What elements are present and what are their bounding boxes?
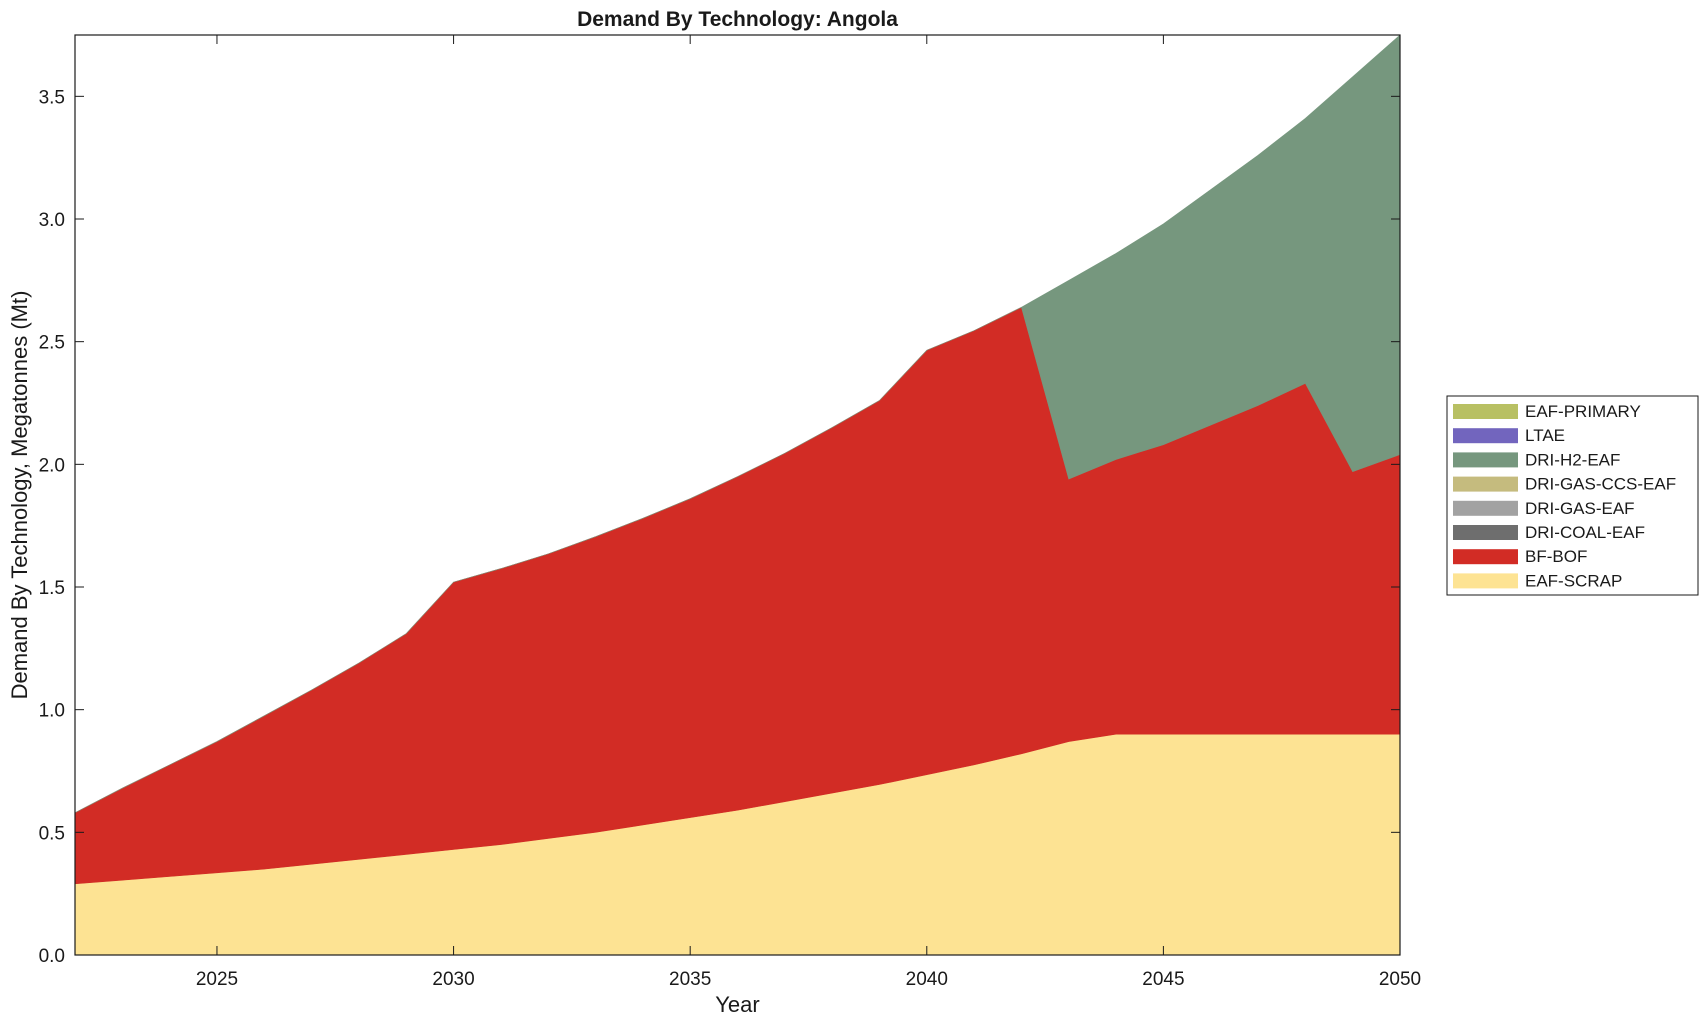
legend: EAF-PRIMARY LTAE DRI-H2-EAF DRI-GAS-CCS-EAF… bbox=[1446, 395, 1699, 596]
legend-swatch bbox=[1453, 404, 1518, 419]
legend-swatch bbox=[1453, 525, 1518, 540]
legend-item-dri-gas-ccs-eaf: DRI-GAS-CCS-EAF bbox=[1453, 475, 1676, 494]
ticks-layer: 2025 2030 2035 2040 2045 2050 0.0 0.5 1.0 1.5 2.0 2… bbox=[39, 35, 1421, 990]
x-tick-label: 2045 bbox=[1142, 969, 1184, 990]
legend-label: LTAE bbox=[1525, 426, 1565, 445]
chart-title: Demand By Technology: Angola bbox=[577, 8, 898, 31]
legend-item-bf-bof: BF-BOF bbox=[1453, 547, 1587, 566]
legend-label: DRI-GAS-EAF bbox=[1525, 499, 1635, 518]
legend-item-dri-coal-eaf: DRI-COAL-EAF bbox=[1453, 523, 1645, 542]
y-tick-label: 1.5 bbox=[39, 578, 65, 599]
x-tick-label: 2030 bbox=[432, 969, 474, 990]
y-tick-label: 2.0 bbox=[39, 455, 65, 476]
legend-swatch bbox=[1453, 476, 1518, 492]
y-tick-label: 2.5 bbox=[39, 333, 65, 354]
legend-swatch bbox=[1453, 500, 1518, 516]
y-tick-label: 3.5 bbox=[39, 87, 65, 108]
legend-item-dri-gas-eaf: DRI-GAS-EAF bbox=[1453, 499, 1635, 518]
legend-swatch bbox=[1453, 428, 1518, 444]
legend-label: DRI-H2-EAF bbox=[1525, 450, 1620, 469]
legend-item-eaf-primary: EAF-PRIMARY bbox=[1453, 402, 1641, 421]
y-tick-label: 0.0 bbox=[39, 946, 65, 967]
legend-label: EAF-PRIMARY bbox=[1525, 402, 1641, 421]
x-axis-title: Year bbox=[715, 992, 759, 1017]
x-tick-label: 2025 bbox=[196, 969, 238, 990]
legend-label: EAF-SCRAP bbox=[1525, 571, 1622, 590]
y-axis-title: Demand By Technology, Megatonnes (Mt) bbox=[7, 291, 32, 700]
legend-label: BF-BOF bbox=[1525, 547, 1587, 566]
legend-swatch bbox=[1453, 452, 1518, 468]
areas-layer bbox=[74, 34, 1401, 956]
y-tick-label: 1.0 bbox=[39, 701, 65, 722]
y-tick-label: 0.5 bbox=[39, 823, 65, 844]
legend-item-eaf-scrap: EAF-SCRAP bbox=[1453, 571, 1622, 590]
x-tick-label: 2050 bbox=[1379, 969, 1421, 990]
legend-item-dri-h2-eaf: DRI-H2-EAF bbox=[1453, 450, 1620, 469]
legend-swatch bbox=[1453, 549, 1518, 565]
plot-frame bbox=[74, 34, 1401, 956]
legend-label: DRI-GAS-CCS-EAF bbox=[1525, 475, 1676, 494]
legend-swatch bbox=[1453, 573, 1518, 589]
y-tick-label: 3.0 bbox=[39, 210, 65, 231]
x-tick-label: 2035 bbox=[669, 969, 711, 990]
legend-item-ltae: LTAE bbox=[1453, 426, 1565, 445]
x-tick-label: 2040 bbox=[906, 969, 948, 990]
legend-label: DRI-COAL-EAF bbox=[1525, 523, 1645, 542]
